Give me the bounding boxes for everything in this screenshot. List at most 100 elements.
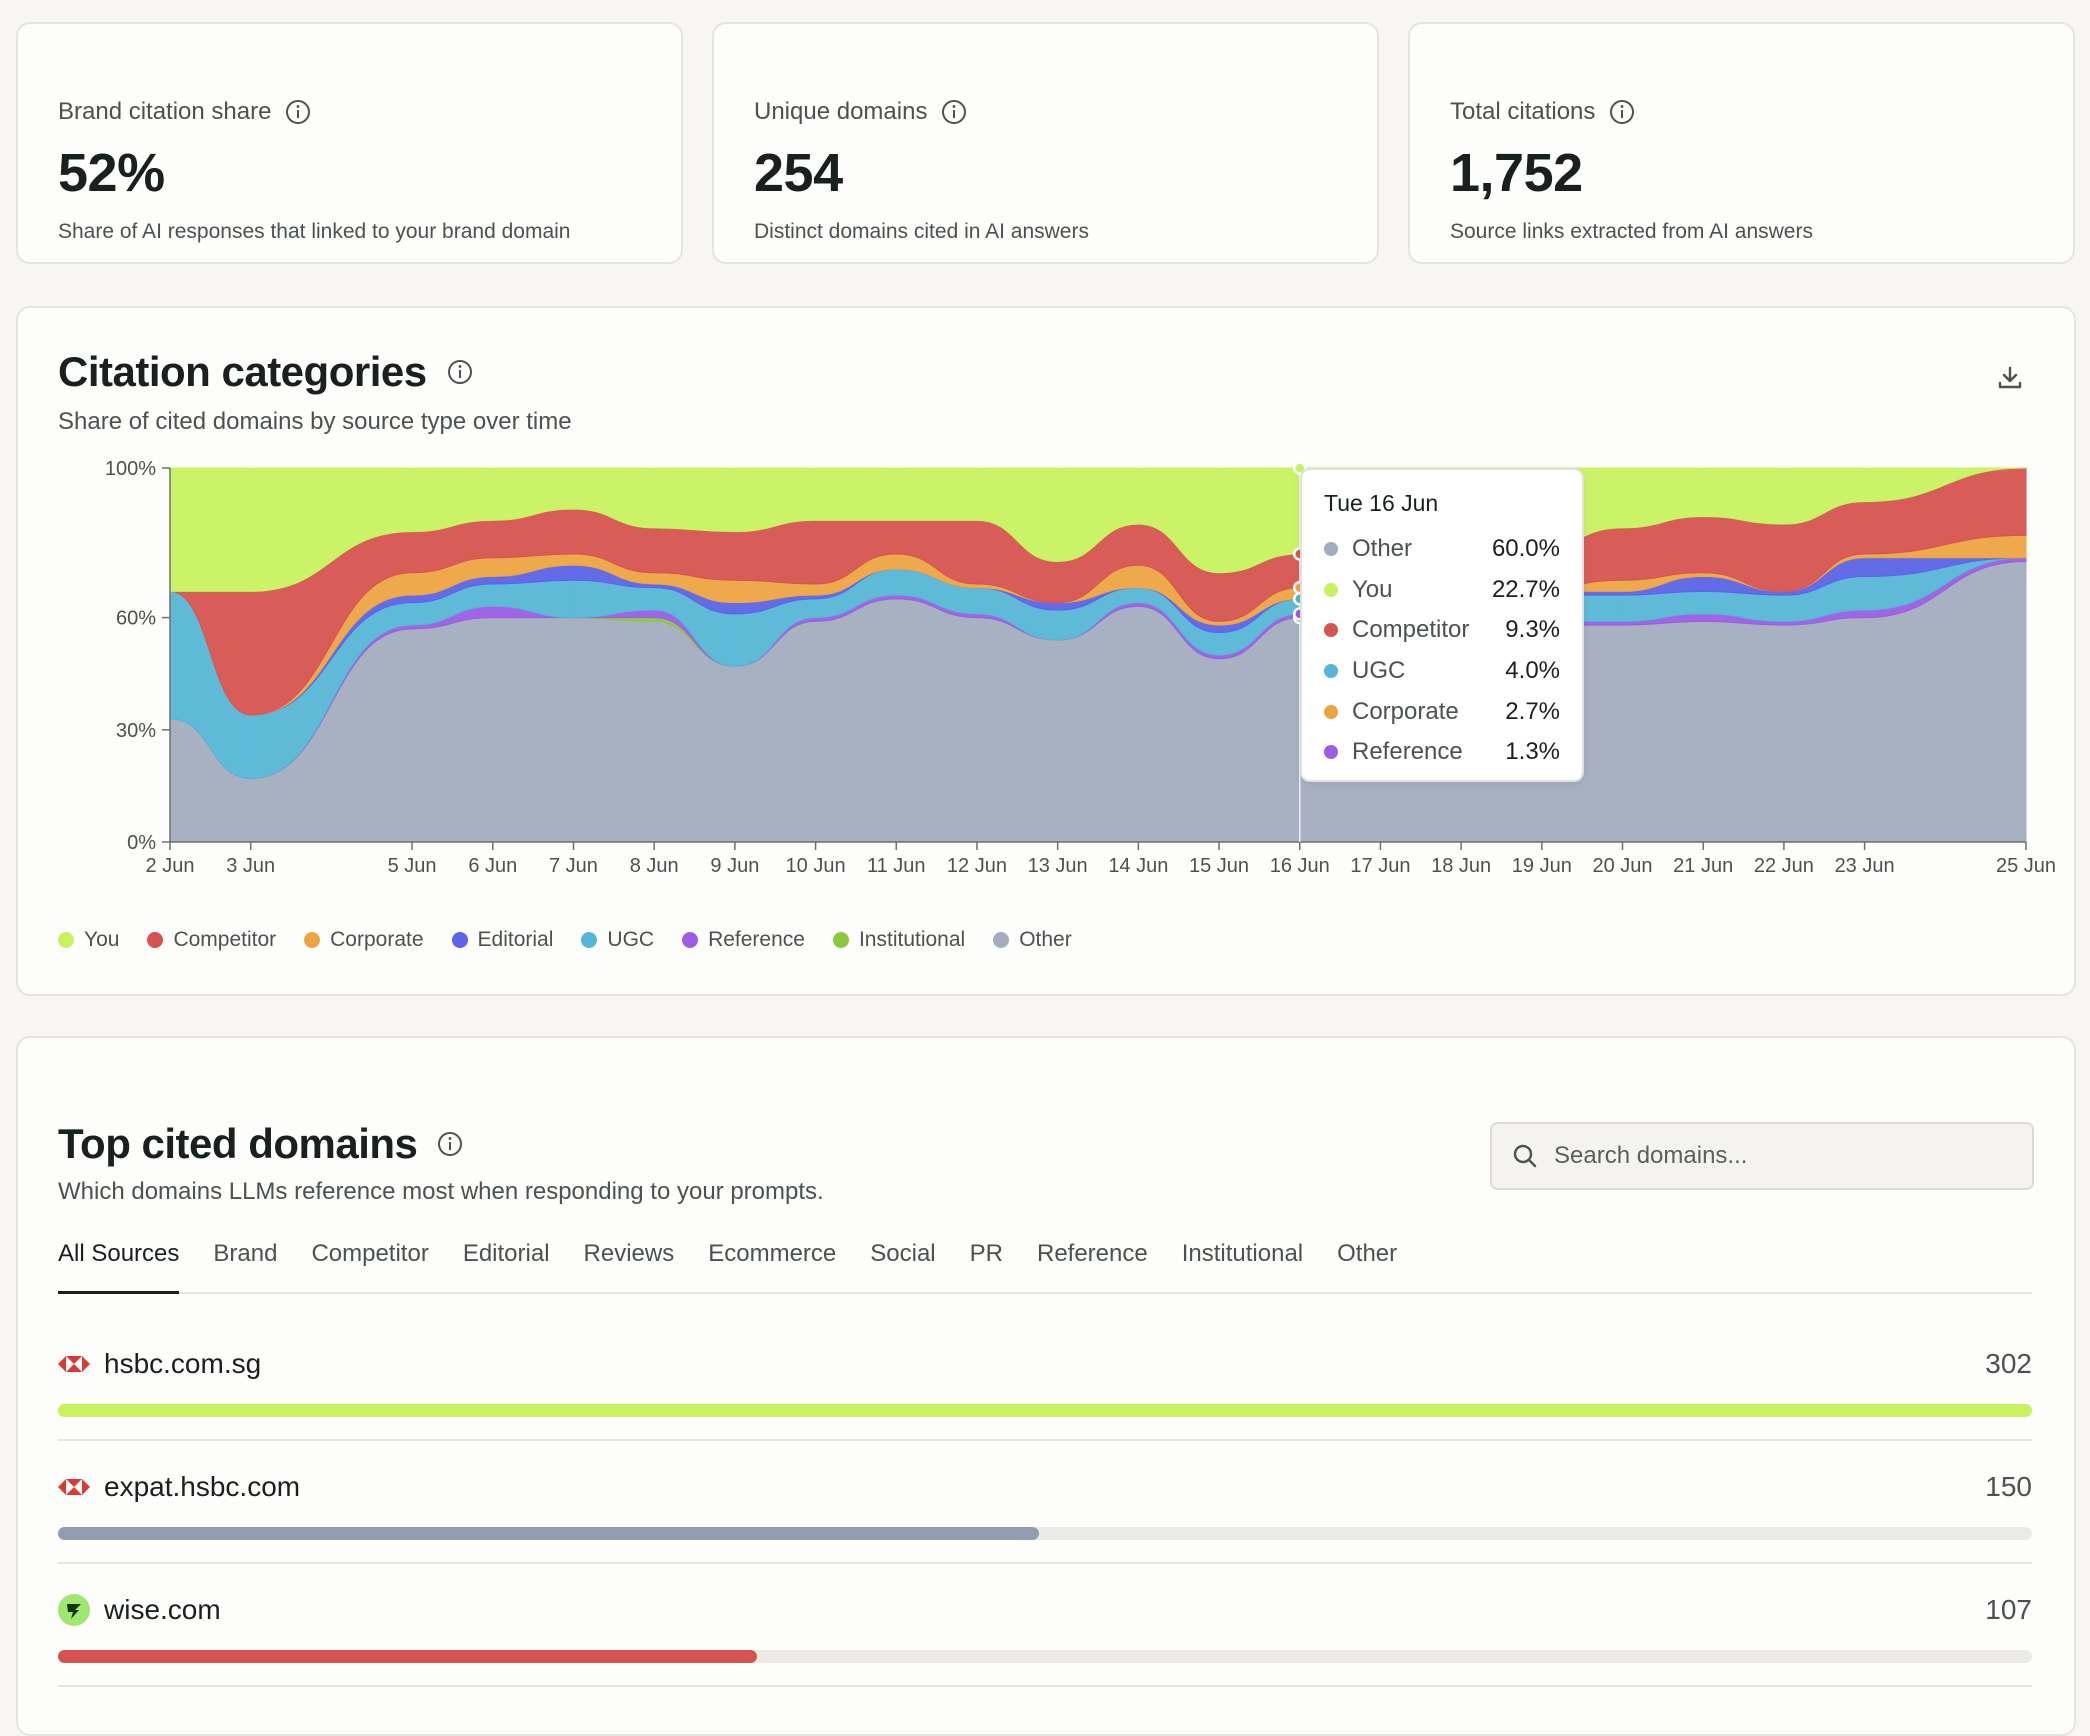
legend-item-institutional[interactable]: Institutional [832, 928, 965, 952]
info-icon[interactable] [1609, 99, 1635, 125]
info-icon[interactable] [447, 359, 473, 385]
tab-social[interactable]: Social [870, 1240, 936, 1267]
legend-label: Corporate [330, 928, 424, 951]
stacked-area-chart[interactable]: 0% 30% 60% 100% 2 Jun 3 Jun 5 Jun 6 Jun 7 Jun 8 J… [18, 308, 2074, 908]
series-dot [1324, 582, 1338, 597]
kpi-label-text: Unique domains [754, 98, 928, 125]
legend-item-you[interactable]: You [58, 928, 119, 952]
tooltip-row: Other 60.0% [1324, 529, 1560, 570]
domain-row[interactable]: wise.com 107 [58, 1564, 2032, 1687]
series-dot [1324, 704, 1338, 719]
tab-reference[interactable]: Reference [1036, 1240, 1148, 1267]
tab-brand[interactable]: Brand [213, 1240, 278, 1267]
chart-title: Citation categories [58, 348, 473, 396]
kpi-label: Brand citation share [58, 98, 311, 126]
x-tick-label: 7 Jun [549, 855, 598, 877]
legend-label: UGC [607, 928, 655, 951]
tab-ecommerce[interactable]: Ecommerce [708, 1240, 837, 1267]
legend-swatch [581, 932, 598, 948]
legend-label: Editorial [477, 928, 554, 951]
tooltip-date: Tue 16 Jun [1324, 490, 1439, 516]
domain-bar-track [58, 1650, 2032, 1663]
x-tick-label: 9 Jun [710, 855, 759, 877]
kpi-value: 254 [754, 143, 843, 203]
chart-subtitle: Share of cited domains by source type ov… [58, 408, 572, 435]
info-icon[interactable] [437, 1131, 463, 1157]
x-tick-label: 12 Jun [947, 855, 1007, 877]
search-input[interactable]: Search domains... [1554, 1142, 1748, 1169]
y-tick-label: 30% [116, 720, 156, 742]
kpi-card-brand-share: Brand citation share 52% Share of AI res… [16, 22, 683, 264]
kpi-description: Source links extracted from AI answers [1450, 220, 1813, 243]
x-tick-label: 19 Jun [1512, 855, 1572, 877]
chart-legend: You Competitor Corporate Editorial UGC R… [58, 928, 1072, 952]
domain-label[interactable]: wise.com [104, 1594, 221, 1625]
domain-label[interactable]: expat.hsbc.com [104, 1471, 301, 1502]
tooltip-series-name: Other [1352, 535, 1413, 563]
legend-item-competitor[interactable]: Competitor [147, 928, 276, 952]
domain-row[interactable]: hsbc.com.sg 302 [58, 1318, 2032, 1441]
domain-count: 107 [1985, 1594, 2032, 1625]
tooltip-series-name: Corporate [1352, 697, 1459, 725]
kpi-card-unique-domains: Unique domains 254 Distinct domains cite… [712, 22, 1379, 264]
domain-bar-fill [58, 1650, 757, 1663]
tab-reviews[interactable]: Reviews [583, 1240, 675, 1267]
chart-tooltip: Tue 16 Jun Other 60.0% You 22.7% Competito… [1300, 468, 1584, 782]
y-tick-label: 100% [105, 458, 156, 480]
info-icon[interactable] [941, 99, 967, 125]
tab-pr[interactable]: PR [969, 1240, 1003, 1267]
x-tick-label: 16 Jun [1270, 855, 1330, 877]
legend-swatch [147, 932, 164, 948]
domain-bar-track [58, 1404, 2032, 1417]
kpi-description: Share of AI responses that linked to you… [58, 220, 571, 243]
domain-row[interactable]: expat.hsbc.com 150 [58, 1441, 2032, 1564]
legend-label: Competitor [173, 928, 277, 951]
series-dot [1324, 664, 1338, 679]
tooltip-value: 60.0% [1491, 535, 1560, 563]
domains-subtitle: Which domains LLMs reference most when r… [58, 1178, 824, 1205]
tooltip-value: 2.7% [1505, 697, 1560, 725]
legend-swatch [832, 932, 849, 948]
domains-title: Top cited domains [58, 1120, 463, 1168]
legend-item-editorial[interactable]: Editorial [451, 928, 554, 952]
x-tick-label: 2 Jun [146, 855, 195, 877]
search-domains[interactable]: Search domains... [1490, 1122, 2034, 1190]
legend-swatch [682, 932, 699, 948]
domain-count: 302 [1985, 1348, 2032, 1379]
domain-name: expat.hsbc.com [58, 1471, 300, 1503]
y-tick-label: 0% [127, 832, 156, 854]
x-tick-label: 17 Jun [1350, 855, 1410, 877]
legend-item-ugc[interactable]: UGC [581, 928, 654, 952]
tab-institutional[interactable]: Institutional [1181, 1240, 1304, 1267]
tooltip-value: 9.3% [1505, 616, 1560, 644]
tab-other[interactable]: Other [1337, 1240, 1398, 1267]
domains-title-text: Top cited domains [58, 1120, 418, 1167]
tab-all-sources[interactable]: All Sources [58, 1238, 180, 1294]
domain-bar-track [58, 1527, 2032, 1540]
x-tick-label: 15 Jun [1189, 855, 1249, 877]
tooltip-series-name: UGC [1352, 657, 1406, 685]
legend-swatch [304, 932, 321, 948]
domain-bar-fill [58, 1527, 1040, 1540]
info-icon[interactable] [285, 99, 311, 125]
legend-item-other[interactable]: Other [993, 928, 1072, 952]
kpi-label-text: Brand citation share [58, 98, 272, 125]
legend-item-reference[interactable]: Reference [682, 928, 805, 952]
tooltip-row: You 22.7% [1324, 570, 1560, 611]
legend-swatch [993, 932, 1010, 948]
kpi-description: Distinct domains cited in AI answers [754, 220, 1089, 243]
kpi-label: Unique domains [754, 98, 967, 126]
wise-logo-icon [58, 1594, 90, 1626]
tab-competitor[interactable]: Competitor [311, 1240, 429, 1267]
legend-label: Reference [708, 928, 805, 951]
tooltip-value: 22.7% [1491, 575, 1560, 603]
x-tick-label: 20 Jun [1592, 855, 1652, 877]
tab-editorial[interactable]: Editorial [462, 1240, 550, 1267]
tooltip-series-name: You [1352, 575, 1393, 603]
download-button[interactable] [1992, 360, 2028, 396]
source-tabs: All Sources Brand Competitor Editorial R… [58, 1238, 2032, 1294]
y-tick-label: 60% [116, 608, 156, 630]
legend-item-corporate[interactable]: Corporate [304, 928, 424, 952]
domain-label[interactable]: hsbc.com.sg [104, 1348, 262, 1379]
x-tick-label: 25 Jun [1996, 855, 2056, 877]
